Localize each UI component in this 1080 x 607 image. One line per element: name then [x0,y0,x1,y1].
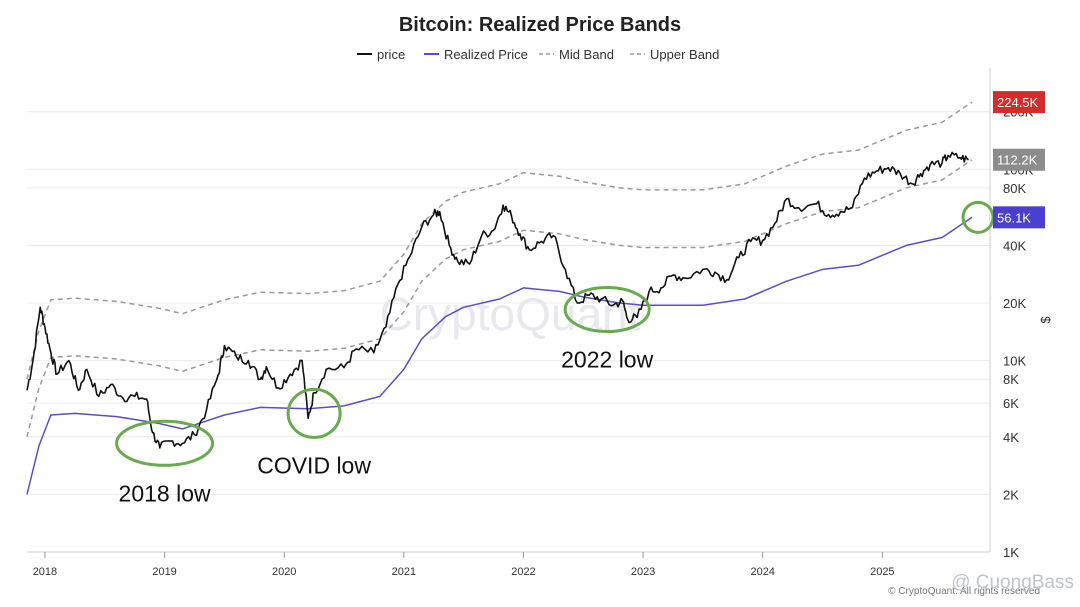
x-tick-label-2: 2020 [272,566,296,578]
price-badge-0 [993,91,1045,114]
y-axis-label: $ [1038,316,1053,324]
series-layer [26,101,973,495]
y-tick-label-7: 40K [1003,238,1026,253]
highlight-circle-1 [286,387,342,439]
chart-legend: price Realized Price Mid Band Upper Band [357,47,719,62]
annotation-label-1: COVID low [257,452,371,478]
highlight-circle-0 [115,419,215,467]
x-tick-label-3: 2021 [392,566,416,578]
legend-entry-2: Mid Band [559,47,614,62]
credit-text: © CryptoQuant. All rights reserved [888,586,1040,597]
legend-entry-1: Realized Price [444,47,528,62]
y-tick-label-8: 80K [1003,181,1026,196]
y-tick-label-6: 20K [1003,296,1026,311]
x-tick-label-5: 2023 [631,566,655,578]
annotation-label-0: 2018 low [119,480,211,506]
price-badge-label-2: 56.1K [997,210,1031,225]
highlight-circle-2 [563,286,651,334]
x-tick-label-6: 2024 [750,566,774,578]
price-badge-label-0: 224.5K [997,95,1039,110]
price-badge-layer: 224.5K 112.2K 56.1K [993,91,1045,229]
x-tick-label-7: 2025 [870,566,894,578]
series-line-price [26,151,969,449]
highlight-circle-3 [961,200,995,234]
series-line-upper-band [26,101,973,380]
annotation-label-2: 2022 low [561,347,653,373]
y-tick-label-1: 2K [1003,487,1019,502]
x-tick-label-4: 2022 [511,566,535,578]
legend-entry-3: Upper Band [650,47,719,62]
annotation-layer: 2018 low COVID low 2022 low [115,200,995,506]
footer-layer: © CryptoQuant. All rights reserved@ Cuon… [888,572,1074,597]
price-badge-label-1: 112.2K [997,153,1038,168]
y-tick-label-4: 8K [1003,372,1019,387]
axes: 1K2K4K6K8K10K20K40K80K100K200K2018201920… [27,68,1053,578]
x-tick-label-0: 2018 [33,566,57,578]
y-tick-label-2: 4K [1003,430,1019,445]
x-tick-label-1: 2019 [152,566,176,578]
y-tick-label-5: 10K [1003,354,1026,369]
series-line-realized-price [26,216,973,495]
user-watermark: @ CuongBass [951,572,1074,593]
y-tick-label-3: 6K [1003,396,1019,411]
legend-entry-0: price [377,47,405,62]
price-badge-2 [993,206,1045,229]
y-tick-label-0: 1K [1003,545,1019,560]
series-line-mid-band [26,159,973,437]
price-badge-1 [993,148,1045,171]
grid-lines [27,111,990,553]
chart-title: Bitcoin: Realized Price Bands [399,14,681,36]
